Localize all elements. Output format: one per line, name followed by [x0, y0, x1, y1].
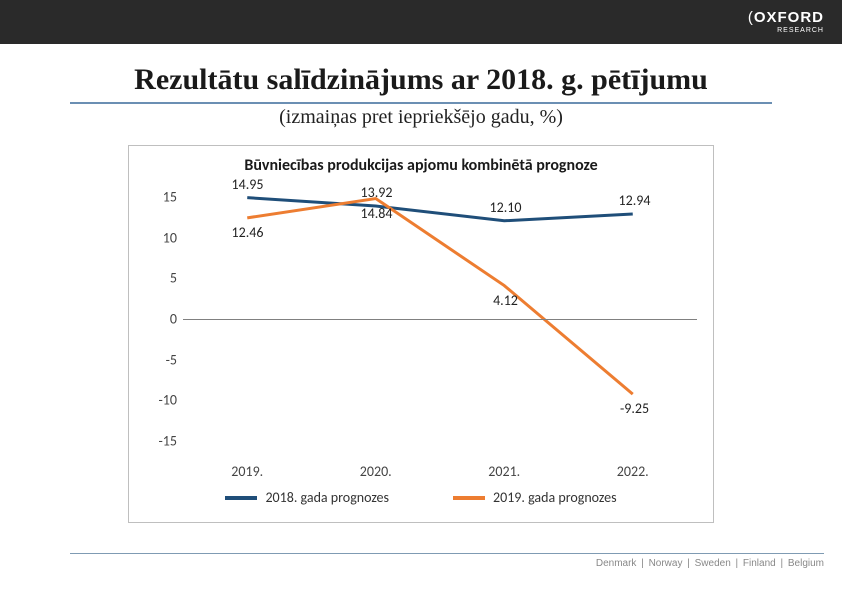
chart-title: Būvniecības produkcijas apjomu kombinētā…: [145, 156, 697, 175]
data-label: 14.84: [361, 205, 393, 222]
footer: Denmark | Norway | Sweden | Finland | Be…: [70, 553, 824, 569]
legend-swatch-2019: [453, 496, 485, 500]
y-tick-label: 0: [170, 311, 177, 328]
data-label: 12.94: [619, 192, 651, 209]
page-title: Rezultātu salīdzinājums ar 2018. g. pētī…: [70, 62, 772, 98]
x-tick-label: 2021.: [440, 457, 569, 483]
slide-body: Rezultātu salīdzinājums ar 2018. g. pētī…: [0, 44, 842, 523]
data-label: 14.95: [232, 176, 264, 193]
legend: 2018. gada prognozes 2019. gada prognoze…: [145, 489, 697, 506]
legend-item-2019: 2019. gada prognozes: [453, 489, 617, 506]
logo-main-text: OXFORD: [754, 9, 824, 26]
x-tick-label: 2019.: [183, 457, 312, 483]
zero-line: [183, 319, 697, 320]
y-tick-label: -15: [159, 432, 177, 449]
logo-sub-text: RESEARCH: [748, 27, 824, 34]
y-axis: 15 10 5 0 -5 -10 -15: [145, 181, 183, 457]
y-tick-label: -10: [159, 392, 177, 409]
data-label: 13.92: [361, 184, 393, 201]
chart-plot: 151050-5-10-15 14.9513.9212.1012.9412.46…: [145, 181, 697, 457]
data-label: -9.25: [620, 400, 649, 417]
y-tick-label: 15: [163, 189, 177, 206]
y-tick-label: 5: [170, 270, 177, 287]
page-subtitle: (izmaiņas pret iepriekšējo gadu, %): [70, 106, 772, 129]
header-bar: (OXFORD RESEARCH: [0, 0, 842, 44]
x-axis: 2019.2020.2021.2022.: [183, 457, 697, 483]
oxford-logo: (OXFORD RESEARCH: [748, 10, 824, 34]
y-tick-label: 10: [163, 229, 177, 246]
title-underline: [70, 102, 772, 104]
series-line: [247, 199, 633, 395]
x-tick-label: 2022.: [569, 457, 698, 483]
legend-label-2019: 2019. gada prognozes: [493, 489, 617, 506]
x-tick-label: 2020.: [312, 457, 441, 483]
footer-line: [70, 553, 824, 554]
legend-label-2018: 2018. gada prognozes: [265, 489, 389, 506]
data-label: 12.10: [490, 199, 522, 216]
legend-swatch-2018: [225, 496, 257, 500]
y-tick-label: -5: [166, 351, 177, 368]
data-label: 12.46: [232, 224, 264, 241]
data-label: 4.12: [493, 292, 518, 309]
footer-countries: Denmark | Norway | Sweden | Finland | Be…: [70, 558, 824, 569]
legend-item-2018: 2018. gada prognozes: [225, 489, 389, 506]
chart-container: Būvniecības produkcijas apjomu kombinētā…: [128, 145, 714, 523]
